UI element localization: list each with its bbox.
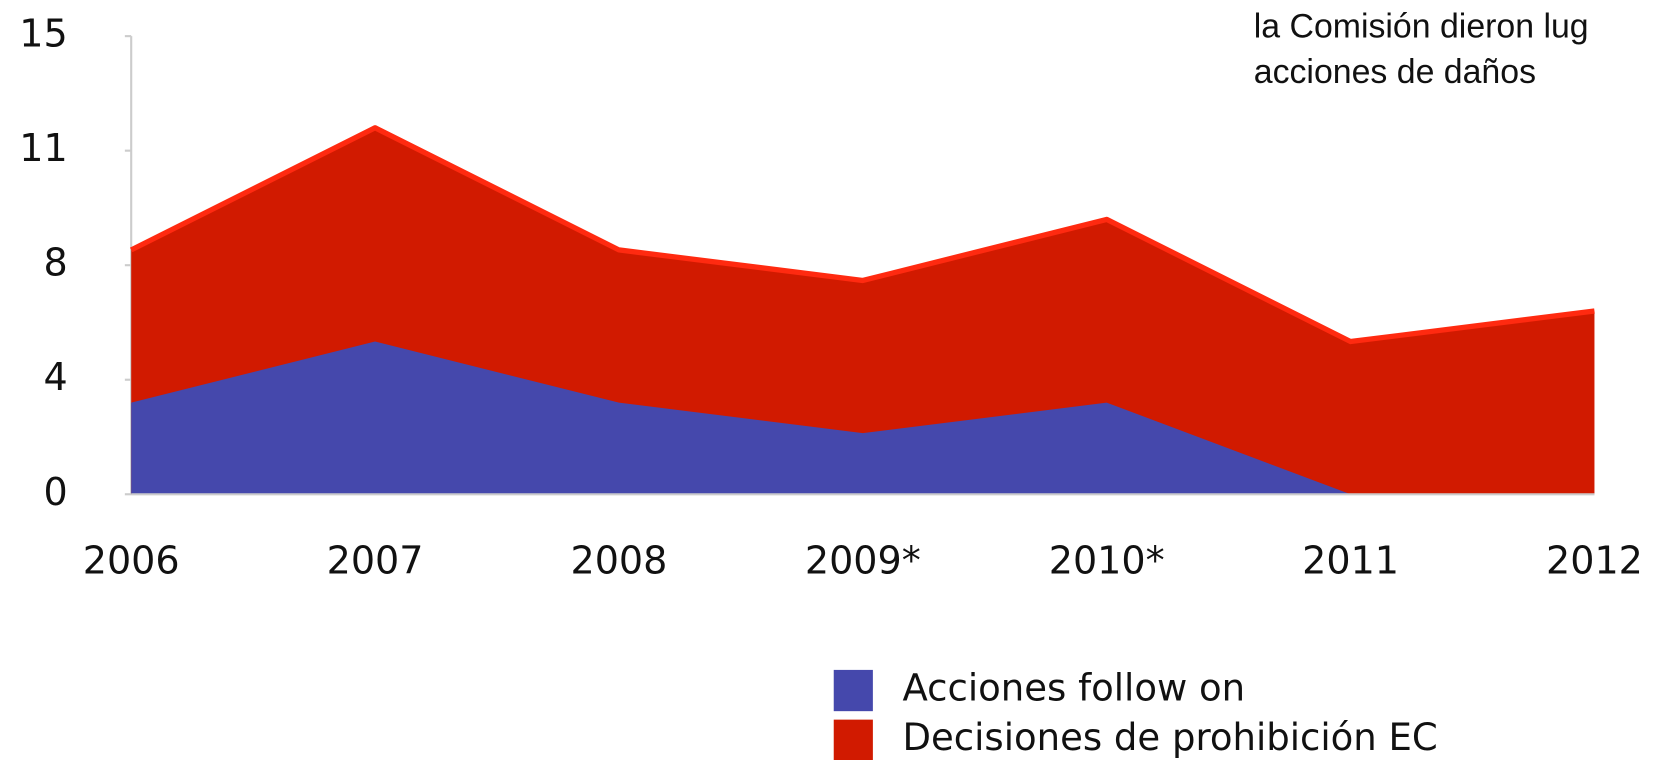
y-tick-label: 8	[43, 241, 67, 285]
legend-label: Acciones follow on	[903, 667, 1246, 710]
x-tick-label: 2009*	[805, 539, 921, 583]
y-tick-label: 4	[43, 355, 67, 399]
x-tick-label: 2007	[327, 539, 424, 583]
y-tick-label: 15	[19, 12, 67, 56]
legend-label: Decisiones de prohibición EC	[903, 716, 1438, 759]
y-tick-label: 0	[43, 470, 67, 514]
x-tick-label: 2010*	[1049, 539, 1165, 583]
annotation: la Comisión dieron lug	[1254, 8, 1589, 46]
x-tick-label: 2008	[570, 539, 667, 583]
legend-swatch	[833, 719, 873, 760]
x-tick-label: 2012	[1546, 539, 1643, 583]
x-tick-label: 2011	[1302, 539, 1399, 583]
annotation: acciones de daños	[1254, 53, 1536, 91]
area	[131, 341, 1595, 495]
y-tick-label: 11	[19, 126, 67, 170]
legend-swatch	[833, 669, 873, 712]
area-edge	[130, 125, 1595, 345]
x-tick-label: 2006	[83, 539, 180, 583]
